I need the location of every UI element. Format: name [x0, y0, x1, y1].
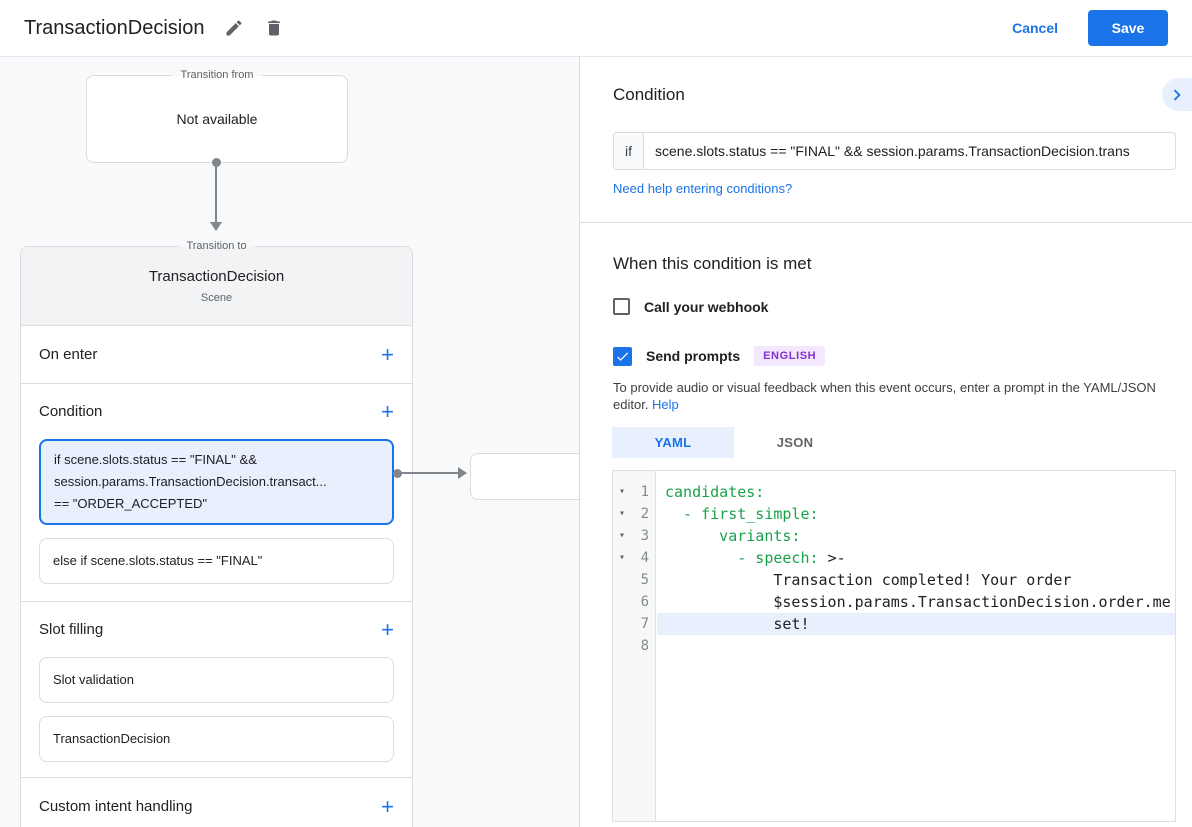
condition-section-label: Condition [39, 403, 103, 420]
add-condition-button[interactable]: + [381, 398, 394, 424]
add-slot-button[interactable]: + [381, 616, 394, 642]
section-on-enter: On enter + [21, 326, 412, 384]
fold-icon[interactable]: ▾ [618, 486, 626, 497]
tab-yaml[interactable]: YAML [612, 427, 734, 458]
flow-canvas: Transition from Not available Transition… [0, 57, 580, 827]
if-prefix: if [614, 133, 644, 169]
condition-card-line: if scene.slots.status == "FINAL" && [54, 452, 257, 467]
panel-condition-heading: Condition [613, 85, 685, 104]
yaml-text: $session.params.TransactionDecision.orde… [665, 593, 1171, 611]
yaml-key: - speech: [665, 549, 819, 567]
page-title: TransactionDecision [24, 16, 205, 39]
cancel-button[interactable]: Cancel [1012, 20, 1058, 36]
arrow-right-icon [458, 467, 467, 479]
yaml-text: set! [665, 615, 810, 633]
custom-intent-label: Custom intent handling [39, 798, 193, 815]
slot-card-label: TransactionDecision [53, 731, 171, 746]
transition-from-label: Transition from [172, 68, 262, 83]
prompt-description: To provide audio or visual feedback when… [613, 379, 1169, 413]
send-prompts-label: Send prompts [646, 348, 741, 364]
add-on-enter-button[interactable]: + [381, 341, 394, 367]
check-icon [617, 352, 629, 361]
add-custom-intent-button[interactable]: + [381, 793, 394, 819]
line-number: 7 [640, 616, 649, 632]
yaml-text: >- [818, 549, 846, 567]
condition-card-line: == "ORDER_ACCEPTED" [54, 496, 207, 511]
delete-icon[interactable] [264, 18, 284, 38]
webhook-checkbox[interactable] [613, 298, 630, 315]
transition-from-content: Not available [176, 111, 258, 127]
condition-card-line: else if scene.slots.status == "FINAL" [53, 553, 263, 568]
condition-card-else[interactable]: else if scene.slots.status == "FINAL" [39, 538, 394, 584]
collapse-panel-button[interactable] [1162, 78, 1192, 111]
code-line-7-active[interactable]: 7 set! [613, 613, 1175, 635]
line-number: 4 [640, 550, 649, 566]
fold-icon[interactable]: ▾ [618, 508, 626, 519]
condition-expression-row: if scene.slots.status == "FINAL" && sess… [613, 132, 1176, 170]
language-badge: ENGLISH [754, 346, 826, 366]
code-line-6[interactable]: 6 $session.params.TransactionDecision.or… [613, 591, 1175, 613]
connector-line-vertical [215, 163, 217, 223]
connector-line-horizontal [401, 472, 459, 474]
connector-dot [393, 469, 402, 478]
condition-panel: Condition if scene.slots.status == "FINA… [580, 57, 1192, 827]
send-prompts-checkbox[interactable] [613, 346, 632, 366]
line-number: 1 [640, 484, 649, 500]
prompt-description-text: To provide audio or visual feedback when… [613, 380, 1156, 412]
transition-from-box[interactable]: Transition from Not available [86, 68, 348, 163]
chevron-right-icon [1173, 89, 1181, 100]
section-slot-filling: Slot filling + Slot validation Transacti… [21, 602, 412, 778]
slot-filling-label: Slot filling [39, 621, 104, 638]
line-number: 2 [640, 506, 649, 522]
edit-icon[interactable] [224, 18, 244, 38]
webhook-label: Call your webhook [644, 298, 769, 315]
tab-json[interactable]: JSON [776, 435, 814, 450]
condition-help-link[interactable]: Need help entering conditions? [613, 181, 793, 196]
line-number: 6 [640, 594, 649, 610]
slot-card-validation[interactable]: Slot validation [39, 657, 394, 703]
condition-met-heading: When this condition is met [613, 254, 812, 273]
save-button[interactable]: Save [1088, 10, 1168, 46]
section-condition: Condition + if scene.slots.status == "FI… [21, 384, 412, 602]
connector-dot [212, 158, 221, 167]
condition-expression-input[interactable]: scene.slots.status == "FINAL" && session… [655, 143, 1130, 159]
section-custom-intent: Custom intent handling + [21, 778, 412, 827]
code-line-1[interactable]: ▾ 1 candidates: [613, 481, 1175, 503]
app-header: TransactionDecision Cancel Save [0, 0, 1192, 57]
line-number: 3 [640, 528, 649, 544]
yaml-key: variants: [665, 527, 801, 545]
code-line-2[interactable]: ▾ 2 - first_simple: [613, 503, 1175, 525]
code-line-4[interactable]: ▾ 4 - speech: >- [613, 547, 1175, 569]
line-number: 5 [640, 572, 649, 588]
fold-icon[interactable]: ▾ [618, 552, 626, 563]
transition-to-label: Transition to [178, 239, 255, 254]
send-prompts-row: Send prompts ENGLISH [613, 346, 826, 366]
fold-icon[interactable]: ▾ [618, 530, 626, 541]
slot-card-label: Slot validation [53, 672, 134, 687]
on-enter-label: On enter [39, 346, 98, 363]
condition-card-selected[interactable]: if scene.slots.status == "FINAL" && sess… [39, 439, 394, 525]
transition-target-box[interactable] [470, 453, 579, 500]
webhook-row: Call your webhook [613, 298, 768, 315]
scene-header: TransactionDecision Scene [21, 247, 412, 326]
yaml-key: candidates: [665, 483, 765, 501]
slot-card-transaction-decision[interactable]: TransactionDecision [39, 716, 394, 762]
code-line-3[interactable]: ▾ 3 variants: [613, 525, 1175, 547]
transition-to-card[interactable]: Transition to TransactionDecision Scene … [20, 239, 413, 827]
condition-card-line: session.params.TransactionDecision.trans… [54, 474, 327, 489]
code-line-5[interactable]: 5 Transaction completed! Your order [613, 569, 1175, 591]
arrow-down-icon [210, 222, 222, 231]
scene-title: TransactionDecision [148, 268, 285, 285]
yaml-key: - first_simple: [665, 505, 819, 523]
scene-subtitle: Scene [200, 292, 233, 304]
editor-gutter [613, 471, 656, 821]
yaml-code-editor[interactable]: ▾ 1 candidates: ▾ 2 - first_simple: ▾ 3 var… [612, 470, 1176, 822]
yaml-text: Transaction completed! Your order [665, 571, 1072, 589]
divider [580, 222, 1192, 223]
editor-tabs: YAML JSON [612, 427, 856, 458]
code-line-8[interactable]: 8 [613, 635, 1175, 657]
line-number: 8 [640, 638, 649, 654]
help-link[interactable]: Help [652, 397, 679, 412]
